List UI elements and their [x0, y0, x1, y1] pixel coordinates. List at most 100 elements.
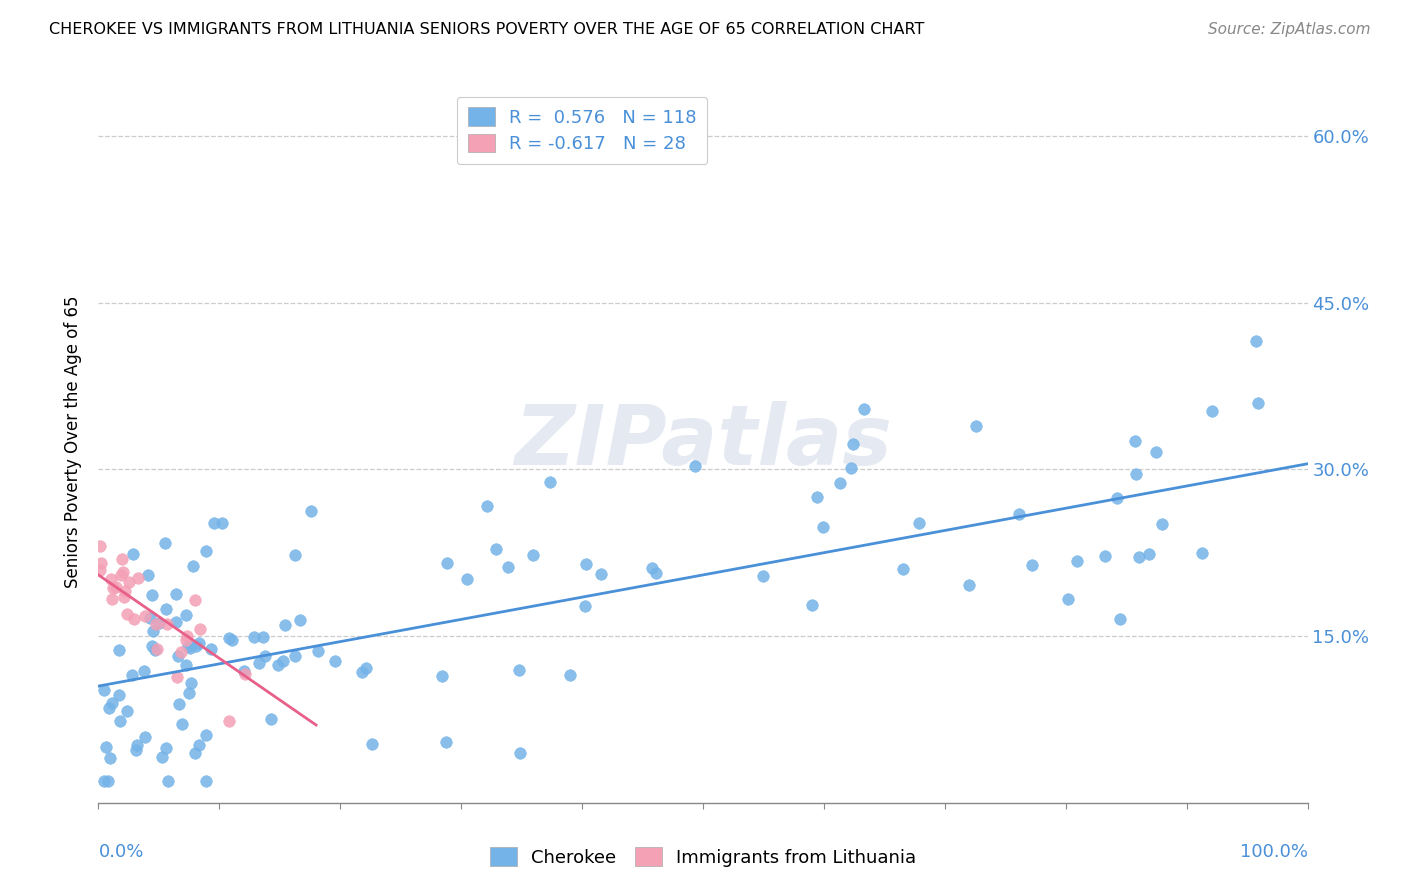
Point — [1105, 491, 1128, 505]
Point — [1201, 404, 1223, 418]
Point — [645, 566, 668, 581]
Point — [166, 670, 188, 684]
Point — [965, 418, 987, 433]
Point — [247, 657, 270, 671]
Point — [233, 664, 256, 678]
Point — [1057, 591, 1080, 606]
Point — [174, 607, 197, 622]
Point — [177, 686, 200, 700]
Legend: Cherokee, Immigrants from Lithuania: Cherokee, Immigrants from Lithuania — [481, 838, 925, 876]
Point — [150, 750, 173, 764]
Point — [509, 746, 531, 760]
Point — [108, 688, 131, 702]
Text: ZIPatlas: ZIPatlas — [515, 401, 891, 482]
Point — [307, 644, 329, 658]
Text: 100.0%: 100.0% — [1240, 843, 1308, 861]
Point — [538, 475, 561, 489]
Point — [141, 588, 163, 602]
Point — [89, 539, 111, 553]
Point — [283, 648, 305, 663]
Point — [260, 712, 283, 726]
Point — [101, 592, 124, 607]
Point — [957, 578, 980, 592]
Point — [456, 572, 478, 586]
Point — [176, 639, 198, 653]
Point — [1152, 516, 1174, 531]
Point — [165, 587, 187, 601]
Point — [174, 632, 197, 647]
Point — [558, 668, 581, 682]
Point — [284, 548, 307, 562]
Point — [142, 624, 165, 639]
Point — [103, 581, 125, 595]
Point — [891, 561, 914, 575]
Point — [194, 773, 217, 788]
Point — [1123, 434, 1146, 449]
Point — [830, 475, 852, 490]
Point — [89, 563, 111, 577]
Point — [842, 437, 865, 451]
Point — [170, 645, 193, 659]
Point — [155, 602, 177, 616]
Point — [641, 561, 664, 575]
Y-axis label: Seniors Poverty Over the Age of 65: Seniors Poverty Over the Age of 65 — [65, 295, 83, 588]
Point — [1191, 546, 1213, 560]
Point — [93, 773, 115, 788]
Point — [218, 631, 240, 645]
Point — [752, 569, 775, 583]
Point — [1137, 547, 1160, 561]
Point — [361, 737, 384, 751]
Point — [117, 705, 139, 719]
Point — [100, 572, 122, 586]
Point — [108, 714, 131, 729]
Point — [134, 730, 156, 744]
Point — [148, 616, 170, 631]
Point — [839, 461, 862, 475]
Point — [179, 640, 201, 655]
Point — [1128, 550, 1150, 565]
Point — [508, 664, 530, 678]
Point — [221, 632, 243, 647]
Point — [267, 657, 290, 672]
Point — [114, 583, 136, 598]
Point — [112, 565, 135, 579]
Point — [181, 559, 204, 574]
Point — [176, 629, 198, 643]
Text: 0.0%: 0.0% — [98, 843, 143, 861]
Point — [110, 567, 132, 582]
Point — [121, 668, 143, 682]
Point — [145, 617, 167, 632]
Point — [522, 548, 544, 562]
Point — [211, 516, 233, 531]
Point — [143, 642, 166, 657]
Point — [436, 556, 458, 570]
Point — [127, 738, 149, 752]
Point — [155, 741, 177, 756]
Point — [852, 401, 875, 416]
Point — [104, 580, 127, 594]
Point — [188, 739, 211, 753]
Text: Source: ZipAtlas.com: Source: ZipAtlas.com — [1208, 22, 1371, 37]
Point — [683, 458, 706, 473]
Point — [352, 665, 374, 679]
Point — [127, 571, 149, 585]
Point — [141, 639, 163, 653]
Point — [591, 566, 613, 581]
Point — [233, 667, 256, 681]
Point — [354, 660, 377, 674]
Point — [188, 622, 211, 636]
Point — [146, 641, 169, 656]
Point — [484, 542, 506, 557]
Point — [271, 654, 294, 668]
Legend: R =  0.576   N = 118, R = -0.617   N = 28: R = 0.576 N = 118, R = -0.617 N = 28 — [457, 96, 707, 164]
Point — [118, 574, 141, 589]
Point — [1144, 445, 1167, 459]
Point — [1021, 558, 1043, 573]
Point — [194, 544, 217, 558]
Point — [496, 560, 519, 574]
Point — [243, 630, 266, 644]
Point — [1066, 554, 1088, 568]
Point — [252, 631, 274, 645]
Point — [136, 568, 159, 582]
Point — [575, 557, 598, 571]
